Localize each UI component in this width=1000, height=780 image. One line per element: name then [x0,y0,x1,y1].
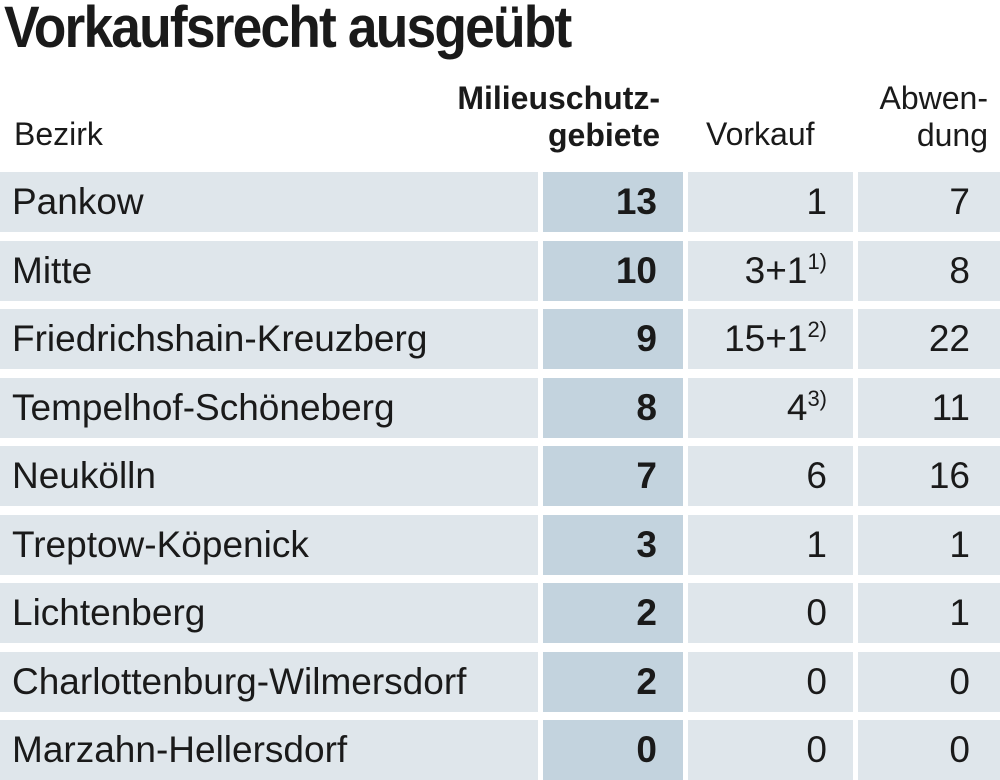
milieu-cell: 10 [543,240,683,301]
footnote-marker: 2) [807,317,827,342]
title: Vorkaufsrecht ausgeübt [4,0,572,60]
footnote-marker: 3) [807,385,827,411]
header-line: gebiete [547,117,660,153]
district-cell: Lichtenberg [0,583,538,643]
district-cell: Marzahn-Hellersdorf [0,720,538,780]
purchase-value: 15+1 [724,318,808,359]
milieu-cell: 2 [543,583,683,643]
averting-cell: 11 [858,377,1000,438]
purchase-cell: 6 [688,446,853,506]
purchase-cell: 15+12) [688,309,853,369]
purchase-value: 4 [786,386,808,428]
header-district: Bezirk [14,116,103,152]
district-cell: Neukölln [0,446,538,506]
purchase-value: 0 [806,592,827,633]
purchase-cell: 43) [688,377,853,438]
district-cell: Tempelhof-Schöneberg [0,377,538,438]
purchase-value: 0 [806,660,827,702]
milieu-cell: 7 [543,446,683,506]
purchase-value: 1 [806,523,827,565]
milieu-cell: 8 [543,377,683,438]
purchase-value: 6 [806,455,827,496]
averting-cell: 1 [858,583,1000,643]
averting-cell: 0 [858,651,1000,712]
purchase-cell: 0 [688,583,853,643]
district-cell: Pankow [0,172,538,232]
purchase-cell: 0 [688,720,853,780]
milieu-cell: 13 [543,172,683,232]
averting-cell: 7 [858,172,1000,232]
header-line: Milieuschutz- [457,80,660,116]
averting-cell: 1 [858,514,1000,575]
header-averting: Abwen- dung [880,80,989,154]
purchase-cell: 3+11) [688,240,853,301]
milieu-cell: 9 [543,309,683,369]
purchase-cell: 1 [688,514,853,575]
header-purchase: Vorkauf [706,116,815,152]
header-milieu: Milieuschutz- gebiete [457,80,660,154]
averting-cell: 16 [858,446,1000,506]
milieu-cell: 0 [543,720,683,780]
header-line: Abwen- [879,80,989,116]
district-cell: Mitte [0,240,538,301]
header-line: dung [916,117,988,153]
milieu-cell: 2 [543,651,683,712]
district-cell: Charlottenburg-Wilmersdorf [0,651,538,712]
averting-cell: 8 [858,240,1000,301]
purchase-value: 3+1 [744,249,808,291]
purchase-cell: 1 [688,172,853,232]
averting-cell: 22 [858,309,1000,369]
milieu-cell: 3 [543,514,683,575]
averting-cell: 0 [858,720,1000,780]
purchase-cell: 0 [688,651,853,712]
district-cell: Friedrichshain-Kreuzberg [0,309,538,369]
purchase-value: 1 [806,181,827,222]
footnote-marker: 1) [807,248,827,274]
district-cell: Treptow-Köpenick [0,514,538,575]
